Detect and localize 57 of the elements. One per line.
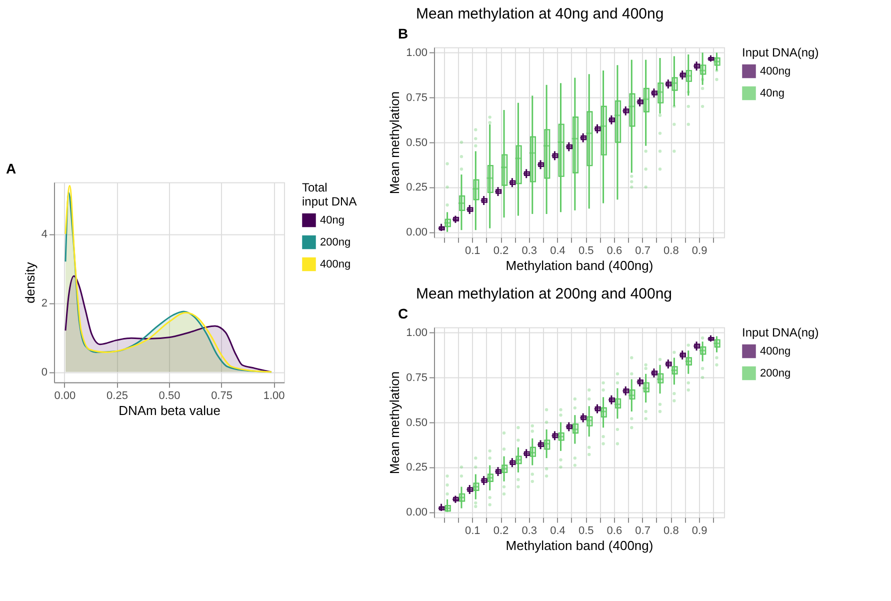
x-tick-label: 0.75 <box>211 390 232 402</box>
legend-label: 400ng <box>760 345 791 358</box>
x-tick-label: 0.5 <box>578 244 594 257</box>
x-axis-title: DNAm beta value <box>118 402 220 418</box>
x-tick-label: 0.7 <box>635 524 650 537</box>
y-axis-title: Mean methylation <box>387 91 402 194</box>
x-tick-label: 0.8 <box>664 524 679 537</box>
legend-label: 400ng <box>760 65 791 78</box>
y-tick-label: 4 <box>41 228 48 240</box>
y-tick-label: 0.00 <box>406 226 428 238</box>
x-axis-title: Methylation band (400ng) <box>506 538 654 553</box>
x-tick-label: 0.2 <box>493 244 509 257</box>
legend-label: 200ng <box>320 236 351 248</box>
x-tick-label: 0.1 <box>464 244 480 257</box>
x-tick-label: 0.50 <box>158 390 180 402</box>
legend-title: Total input DNA <box>302 180 357 208</box>
y-tick-label: 0.25 <box>406 182 428 194</box>
y-tick-label: 0.50 <box>406 416 428 429</box>
chart-title: Mean methylation at 40ng and 400ng <box>416 5 664 22</box>
x-axis-title: Methylation band (400ng) <box>506 258 654 273</box>
legend-title: Input DNA(ng) <box>742 325 819 340</box>
x-tick-label: 0.4 <box>550 524 566 537</box>
x-tick-label: 0.8 <box>664 244 679 257</box>
y-tick-label: 1.00 <box>406 327 428 340</box>
x-tick-label: 0.3 <box>522 244 538 257</box>
y-tick-label: 0.00 <box>406 506 428 518</box>
x-tick-label: 0.4 <box>550 244 566 257</box>
y-tick-label: 1.00 <box>406 47 428 60</box>
x-tick-label: 0.3 <box>522 524 538 537</box>
x-tick-label: 0.9 <box>692 244 708 257</box>
y-tick-label: 0.25 <box>406 462 428 474</box>
legend-label: 200ng <box>760 367 791 380</box>
y-axis-title: density <box>22 262 38 304</box>
x-tick-label: 0.25 <box>106 390 128 402</box>
y-tick-label: 0.75 <box>406 372 428 384</box>
text: B <box>398 25 408 42</box>
x-tick-label: 0.5 <box>578 524 594 537</box>
legend-label: 40ng <box>760 87 784 100</box>
x-tick-label: 0.1 <box>464 524 480 537</box>
x-tick-label: 0.7 <box>635 244 650 257</box>
x-tick-label: 0.6 <box>606 244 622 257</box>
x-tick-label: 1.00 <box>263 390 285 402</box>
x-tick-label: 0.6 <box>606 524 622 537</box>
y-tick-label: 2 <box>41 297 48 310</box>
legend-label: 40ng <box>320 214 344 226</box>
text: A <box>6 160 16 176</box>
chart-title: Mean methylation at 200ng and 400ng <box>416 285 672 302</box>
y-tick-label: 0.50 <box>406 136 428 149</box>
legend-label: 400ng <box>320 258 351 270</box>
y-axis-title: Mean methylation <box>387 371 402 474</box>
y-tick-label: 0 <box>41 366 48 378</box>
x-tick-label: 0.2 <box>493 524 509 537</box>
x-tick-label: 0.9 <box>692 524 708 537</box>
legend-title: Input DNA(ng) <box>742 45 819 60</box>
x-tick-label: 0.00 <box>54 390 76 402</box>
y-tick-label: 0.75 <box>406 92 428 104</box>
text: C <box>398 305 408 322</box>
